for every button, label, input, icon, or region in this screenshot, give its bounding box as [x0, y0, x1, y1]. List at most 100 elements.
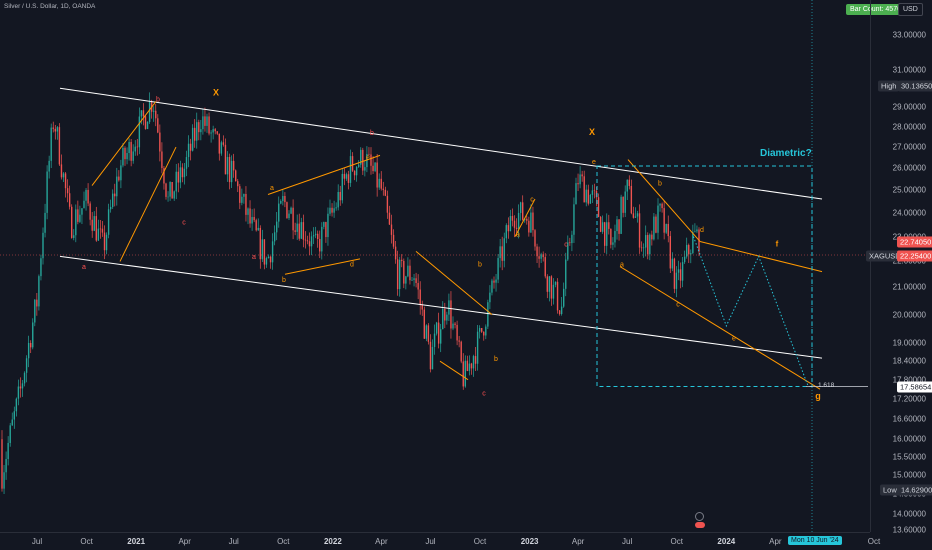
- candle-body: [536, 246, 538, 257]
- candle-body: [89, 203, 91, 220]
- candle-body: [216, 131, 218, 134]
- candle-body: [310, 236, 313, 247]
- candle-body: [456, 324, 458, 341]
- wave-label: e: [592, 159, 596, 166]
- candle-body: [392, 234, 395, 247]
- wave-line: [119, 146, 177, 262]
- price-chart[interactable]: X Xb b e a a b c d a b c c a b c e a b c d e f g: [0, 0, 870, 532]
- alert-red-icon[interactable]: [695, 522, 705, 528]
- candle-body: [276, 221, 278, 233]
- time-tick-label: 2021: [127, 537, 146, 546]
- time-tick-label: Apr: [571, 537, 585, 546]
- wave-label: X: [213, 88, 219, 98]
- currency-badge[interactable]: USD: [898, 3, 923, 16]
- candle-body: [538, 256, 540, 259]
- candle-body: [655, 216, 657, 233]
- candle-body: [81, 208, 83, 215]
- candle-body: [75, 209, 77, 236]
- candle-body: [189, 143, 192, 151]
- candle-body: [499, 246, 501, 259]
- candle-body: [396, 259, 399, 290]
- time-tick-label: Jul: [228, 537, 239, 546]
- candle-body: [247, 208, 249, 215]
- candle-body: [587, 189, 589, 204]
- candle-body: [232, 160, 235, 171]
- candle-body: [280, 200, 282, 204]
- candle-body: [243, 194, 245, 197]
- candle-body: [327, 213, 329, 238]
- candle-body: [690, 253, 692, 255]
- candle-body: [509, 216, 512, 232]
- candle-body: [532, 212, 534, 231]
- candle-body: [278, 203, 280, 222]
- candle-body: [560, 306, 563, 315]
- candle-body: [159, 132, 161, 152]
- candle-body: [378, 178, 380, 188]
- price-tick-label: 15.00000: [892, 470, 926, 480]
- tv-logo-icon[interactable]: [695, 512, 704, 521]
- candle-body: [374, 162, 376, 172]
- candle-body: [601, 222, 604, 232]
- candle-body: [263, 239, 266, 265]
- candle-body: [632, 213, 635, 218]
- candle-body: [132, 151, 134, 161]
- candle-body: [267, 256, 270, 259]
- candle-body: [692, 232, 694, 254]
- candle-body: [366, 153, 368, 168]
- candle-body: [567, 242, 569, 260]
- price-tick-label: 28.00000: [892, 122, 926, 132]
- candle-body: [50, 127, 52, 161]
- candle-body: [353, 170, 356, 176]
- candle-body: [64, 173, 67, 189]
- channel-upper-line: [59, 87, 823, 200]
- candle-body: [468, 363, 471, 371]
- candle-body: [370, 154, 372, 166]
- candle-body: [548, 276, 551, 292]
- candle-body: [667, 223, 669, 237]
- candle-body: [109, 206, 112, 210]
- candle-body: [23, 372, 26, 384]
- candle-body: [675, 272, 678, 289]
- price-tick-label: 15.50000: [892, 452, 926, 462]
- candle-body: [83, 200, 85, 209]
- candle-body: [21, 383, 24, 389]
- candle-body: [196, 122, 198, 141]
- candle-body: [513, 220, 516, 228]
- candle-body: [673, 258, 676, 289]
- wave-label: b: [658, 181, 662, 188]
- candle-body: [669, 236, 671, 269]
- candle-body: [505, 225, 507, 239]
- candle-body: [522, 202, 524, 220]
- candle-body: [261, 239, 264, 260]
- price-tick-label: 33.00000: [892, 30, 926, 40]
- candle-body: [503, 238, 505, 261]
- time-tick-label: Oct: [867, 537, 881, 546]
- candle-body: [591, 190, 594, 195]
- candle-body: [148, 101, 151, 122]
- candle-body: [491, 280, 493, 293]
- candle-body: [253, 217, 255, 221]
- wave-label: a: [620, 262, 624, 269]
- wave-label: c: [676, 301, 680, 308]
- candle-body: [249, 208, 251, 224]
- candle-body: [206, 116, 208, 126]
- candle-body: [565, 259, 567, 289]
- candle-body: [54, 128, 56, 132]
- candle-body: [308, 241, 311, 247]
- candle-body: [686, 244, 688, 257]
- symbol-label: XAGUSD: [866, 250, 904, 262]
- candle-body: [68, 193, 71, 207]
- candle-body: [487, 302, 489, 327]
- time-tick-label: Oct: [80, 537, 93, 546]
- candle-body: [224, 144, 227, 175]
- wave-label: f: [776, 239, 779, 248]
- candle-body: [571, 234, 573, 244]
- fib-label: 1.618: [818, 382, 835, 389]
- time-tick-label: Jul: [622, 537, 633, 546]
- time-axis[interactable]: Jul Oct 2021 Apr Jul Oct 2022 Apr Jul Oct 2023 Apr J…: [0, 532, 880, 550]
- candle-body: [208, 116, 210, 134]
- candle-body: [647, 235, 649, 255]
- price-tick-label: 31.00000: [892, 65, 926, 75]
- wave-label: d: [350, 262, 354, 269]
